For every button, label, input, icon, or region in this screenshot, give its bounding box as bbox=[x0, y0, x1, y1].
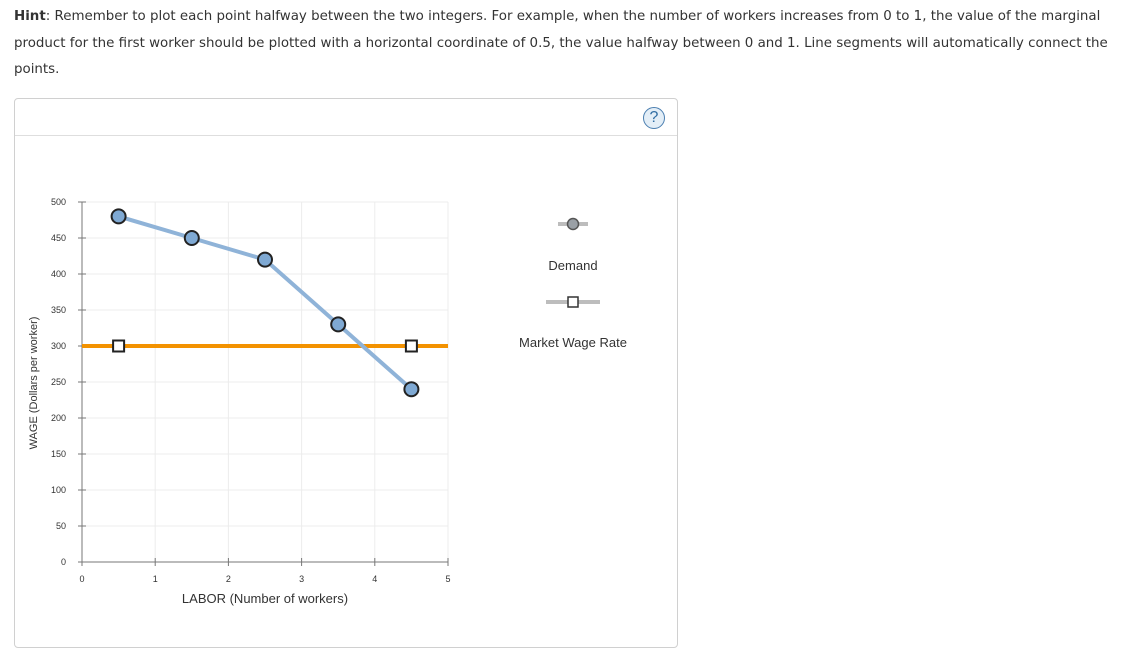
x-tick-label: 4 bbox=[372, 574, 377, 584]
y-tick-label: 100 bbox=[51, 485, 66, 495]
demand-point[interactable] bbox=[330, 316, 347, 333]
legend: Demand Market Wage Rate bbox=[519, 217, 627, 350]
y-tick-label: 250 bbox=[51, 377, 66, 387]
y-axis-title: WAGE (Dollars per worker) bbox=[28, 317, 40, 450]
y-tick-label: 0 bbox=[61, 557, 66, 567]
hint-label: Hint bbox=[14, 9, 46, 24]
demand-point[interactable] bbox=[403, 381, 420, 398]
demand-point[interactable] bbox=[110, 208, 127, 225]
panel-toolbar bbox=[15, 99, 677, 136]
demand-point[interactable] bbox=[257, 251, 273, 268]
y-tick-label: 500 bbox=[51, 197, 66, 207]
market-wage-rate-point[interactable] bbox=[404, 339, 418, 353]
y-tick-label: 200 bbox=[51, 413, 66, 423]
x-tick-label: 2 bbox=[226, 574, 231, 584]
help-icon[interactable]: ? bbox=[643, 107, 665, 129]
demand-point[interactable] bbox=[183, 230, 200, 246]
legend-wage-marker[interactable] bbox=[567, 296, 579, 308]
y-tick-label: 350 bbox=[51, 305, 66, 315]
hint-body: : Remember to plot each point halfway be… bbox=[14, 9, 1108, 77]
y-tick-label: 400 bbox=[51, 269, 66, 279]
y-tick-label: 450 bbox=[51, 233, 66, 243]
x-tick-label: 1 bbox=[153, 574, 158, 584]
graph-panel: ? bbox=[14, 98, 678, 648]
x-tick-label: 0 bbox=[79, 574, 84, 584]
y-tick-label: 300 bbox=[51, 341, 66, 351]
market-wage-rate-point[interactable] bbox=[112, 339, 126, 353]
y-tick-label: 50 bbox=[56, 521, 66, 531]
demand-line[interactable] bbox=[118, 214, 413, 391]
legend-wage-label: Market Wage Rate bbox=[519, 335, 627, 350]
x-tick-label: 5 bbox=[445, 574, 450, 584]
legend-demand-marker[interactable] bbox=[566, 217, 580, 231]
grid-lines bbox=[82, 201, 449, 562]
legend-demand-label: Demand bbox=[548, 258, 597, 273]
x-axis-title: LABOR (Number of workers) bbox=[182, 591, 348, 606]
plot-area[interactable] bbox=[82, 208, 448, 398]
hint-text: Hint: Remember to plot each point halfwa… bbox=[14, 4, 1114, 84]
y-tick-label: 150 bbox=[51, 449, 66, 459]
x-tick-label: 3 bbox=[299, 574, 304, 584]
